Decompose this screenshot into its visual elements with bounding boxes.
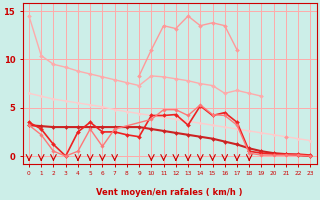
X-axis label: Vent moyen/en rafales ( km/h ): Vent moyen/en rafales ( km/h ) <box>96 188 243 197</box>
